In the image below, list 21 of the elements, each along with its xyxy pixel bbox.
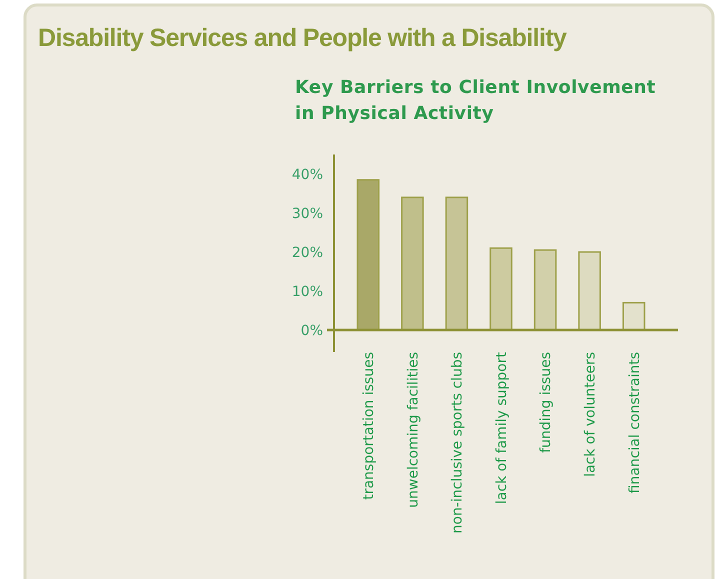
chart-title: Key Barriers to Client Involvement in Physical Activity (295, 77, 656, 124)
x-tick-label: funding issues (538, 352, 554, 453)
x-tick-label: non-inclusive sports clubs (450, 352, 466, 534)
bar (490, 247, 512, 331)
x-tick-label: financial constraints (626, 352, 643, 494)
y-tick-label: 20% (292, 244, 323, 261)
y-tick-label: 40% (292, 166, 323, 183)
x-tick-label: transportation issues (361, 352, 378, 500)
y-tick-label: 30% (292, 206, 323, 222)
x-tick-label: unwelcoming facilities (405, 352, 422, 508)
y-tick-label: 0% (300, 322, 323, 339)
chart-subtitle: Disability Services and People with a Disability (38, 24, 568, 52)
bar (622, 302, 646, 331)
bar (578, 251, 601, 331)
y-tick-label: 10% (292, 284, 323, 300)
bar (401, 196, 424, 331)
x-tick-label: lack of volunteers (582, 352, 598, 477)
bar (356, 179, 380, 331)
bar (445, 196, 468, 331)
bar (534, 249, 557, 331)
x-tick-label: lack of family support (494, 352, 510, 504)
